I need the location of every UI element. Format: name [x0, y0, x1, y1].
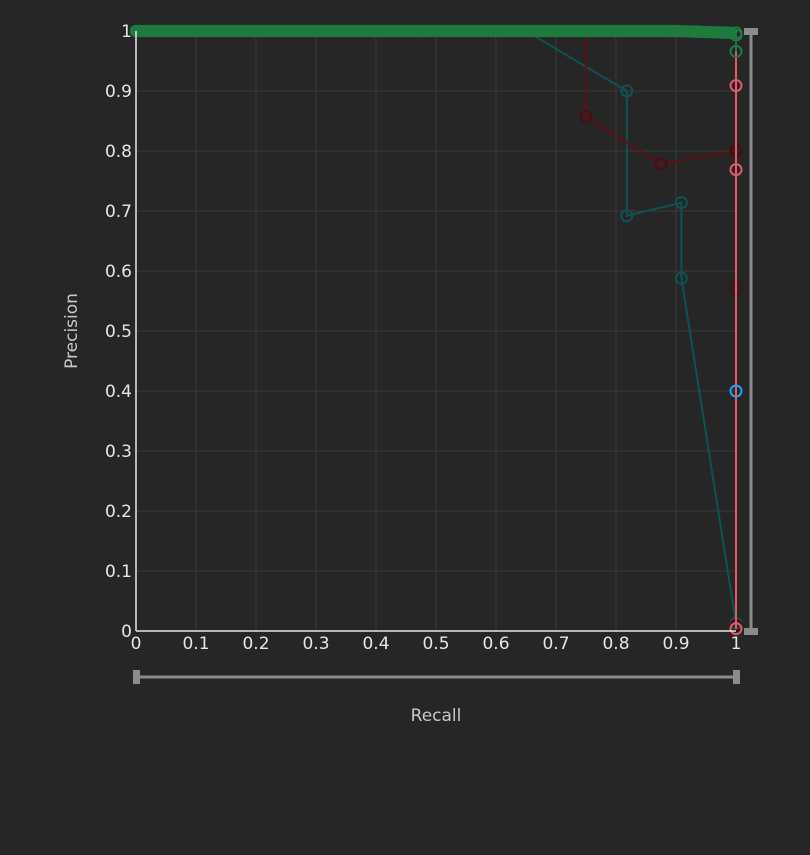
x-tick-label: 1: [731, 634, 742, 654]
y-tick-label: 0.4: [105, 382, 132, 402]
data-point[interactable]: [579, 110, 593, 124]
data-point[interactable]: [729, 622, 743, 636]
data-point[interactable]: [729, 384, 743, 398]
x-tick-label: 0.3: [302, 634, 329, 654]
data-point[interactable]: [729, 163, 743, 177]
series-2: [729, 31, 743, 636]
y-tick-label: 1: [121, 22, 132, 42]
series-line: [525, 30, 737, 624]
x-axis-title: Recall: [411, 706, 462, 726]
y-tick-label: 0.9: [105, 82, 132, 102]
data-point[interactable]: [654, 157, 668, 171]
data-point[interactable]: [729, 44, 743, 58]
grid: [136, 30, 737, 631]
x-tick-label: 0.6: [482, 634, 509, 654]
series-line: [585, 31, 737, 626]
x-tick-label: 0: [131, 634, 142, 654]
y-zoom-handle-top[interactable]: [744, 28, 758, 35]
x-tick-label: 0.7: [542, 634, 569, 654]
x-zoom-handle-left[interactable]: [133, 670, 140, 684]
data-point[interactable]: [674, 271, 688, 285]
axes: [135, 31, 736, 632]
x-tick-label: 0.2: [242, 634, 269, 654]
series-4: [129, 24, 743, 58]
y-axis-title: Precision: [62, 293, 82, 369]
y-tick-label: 0.1: [105, 562, 132, 582]
x-zoom-handle-right[interactable]: [733, 670, 740, 684]
x-tick-label: 0.4: [362, 634, 389, 654]
series-3: [729, 384, 743, 398]
zoom-controls[interactable]: [133, 28, 758, 684]
x-tick-label: 0.8: [602, 634, 629, 654]
series-layer: [129, 24, 743, 636]
y-tick-label: 0.3: [105, 442, 132, 462]
y-tick-label: 0.6: [105, 262, 132, 282]
y-tick-label: 0.8: [105, 142, 132, 162]
data-point[interactable]: [620, 84, 634, 98]
data-point[interactable]: [729, 28, 743, 42]
tick-labels: 0 0.1 0.2 0.3 0.4 0.5 0.6 0.7 0.8 0.9 1 0 0.1 0.2 0.3 0…: [105, 22, 741, 654]
data-point[interactable]: [674, 196, 688, 210]
y-tick-label: 0.7: [105, 202, 132, 222]
series-0: [525, 30, 743, 630]
y-zoom-handle-bottom[interactable]: [744, 628, 758, 635]
y-tick-label: 0: [121, 622, 132, 642]
data-point[interactable]: [729, 79, 743, 93]
x-tick-label: 0.5: [422, 634, 449, 654]
x-tick-label: 0.9: [662, 634, 689, 654]
y-tick-label: 0.2: [105, 502, 132, 522]
x-tick-label: 0.1: [182, 634, 209, 654]
data-point[interactable]: [620, 209, 634, 223]
y-tick-label: 0.5: [105, 322, 132, 342]
